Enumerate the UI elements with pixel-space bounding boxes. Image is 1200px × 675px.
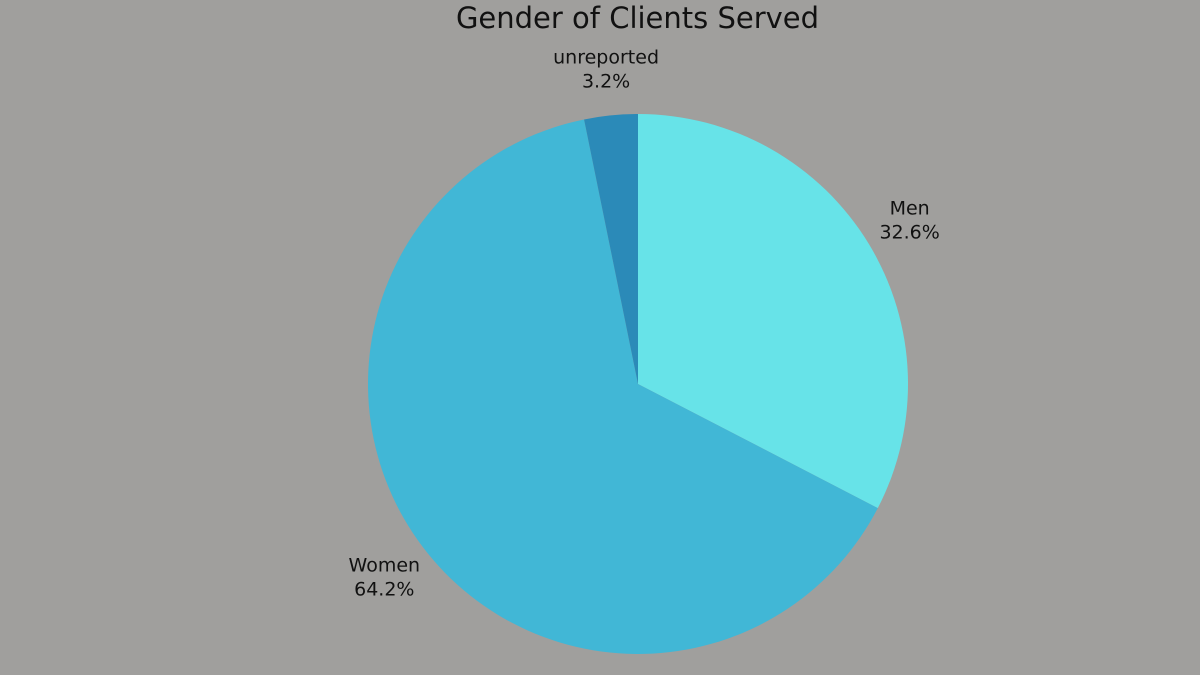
slice-label-name: Women: [349, 555, 421, 577]
slice-label-name: unreported: [553, 47, 659, 69]
slice-label-value: 32.6%: [879, 222, 939, 244]
slice-label-value: 64.2%: [354, 579, 414, 601]
pie-slice-unreported: [584, 114, 638, 384]
pie-slice-men: [638, 114, 908, 509]
slice-label-name: Men: [890, 198, 930, 220]
chart-title: Gender of Clients Served: [455, 1, 820, 35]
pie-slice-women: [367, 119, 878, 655]
slice-label-value: 3.2%: [582, 71, 630, 93]
